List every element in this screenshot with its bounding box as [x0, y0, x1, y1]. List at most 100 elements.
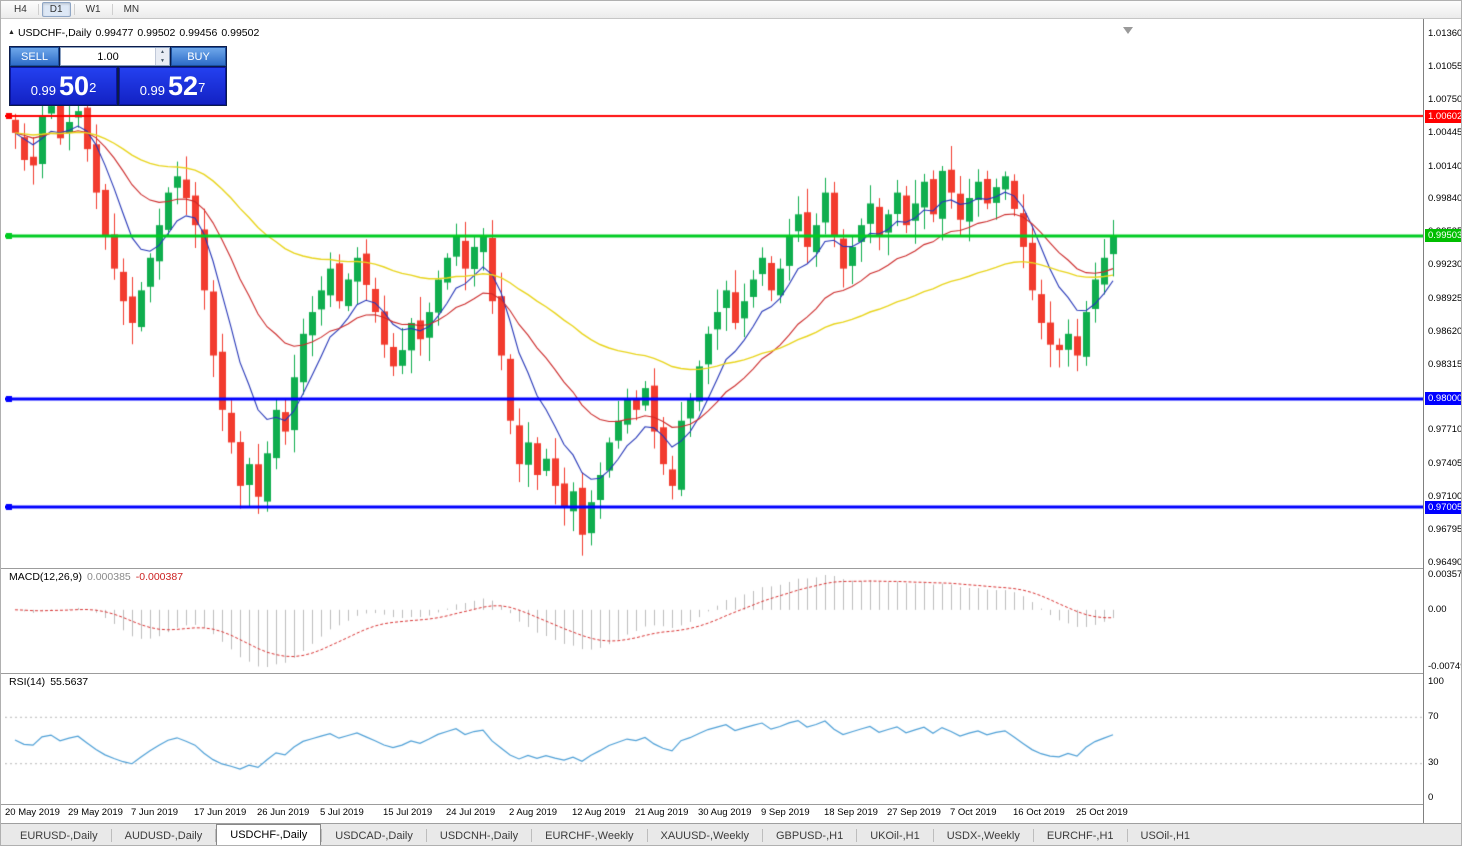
lot-decrease-button[interactable]: ▼ — [156, 56, 169, 65]
price-line-badge[interactable]: 0.97005 — [1425, 500, 1461, 514]
timeframe-button-d1[interactable]: D1 — [41, 2, 71, 17]
date-axis-label: 27 Sep 2019 — [887, 807, 941, 818]
price-axis-tick: 1.00750 — [1428, 94, 1462, 106]
bid-price-button[interactable]: 0.99 50 2 — [10, 67, 117, 105]
timeframe-toolbar: H4 D1 W1 MN — [1, 1, 1461, 19]
price-axis-tick: 0.97710 — [1428, 424, 1462, 436]
price-axis-tick: 0.98620 — [1428, 325, 1462, 337]
toolbar-separator — [37, 4, 39, 15]
timeframe-button-mn[interactable]: MN — [123, 4, 140, 15]
buy-button[interactable]: BUY — [171, 47, 226, 66]
price-axis-tick: 1.00140 — [1428, 160, 1462, 172]
tab-separator — [932, 829, 934, 842]
price-axis-tick: 0.98315 — [1428, 358, 1462, 370]
toolbar-separator — [111, 4, 113, 15]
price-axis-tick: 1.00445 — [1428, 127, 1462, 139]
chart-shift-marker-icon[interactable] — [1123, 27, 1133, 34]
date-axis-label: 18 Sep 2019 — [824, 807, 878, 818]
price-axis-tick: 0.97405 — [1428, 457, 1462, 469]
price-axis-tick: 0.96490 — [1428, 557, 1462, 568]
rsi-axis-label: 100 — [1428, 676, 1444, 687]
chart-tab-ukoil-h1[interactable]: UKOil-,H1 — [870, 830, 920, 842]
chart-tab-usdx-weekly[interactable]: USDX-,Weekly — [946, 830, 1020, 842]
ask-price-button[interactable]: 0.99 52 7 — [119, 67, 226, 105]
one-click-trading-panel: SELL ▲ ▼ BUY 0.99 50 2 0.99 52 7 — [9, 46, 227, 106]
price-axis-tick: 1.01360 — [1428, 28, 1462, 39]
main-chart-canvas[interactable] — [5, 25, 1423, 568]
rsi-pane-canvas[interactable] — [5, 674, 1423, 804]
timeframe-button-h4[interactable]: H4 — [14, 4, 27, 15]
tab-separator — [425, 829, 427, 842]
date-axis-label: 2 Aug 2019 — [509, 807, 558, 818]
chart-tab-eurchf-h1[interactable]: EURCHF-,H1 — [1046, 830, 1114, 842]
date-axis-label: 20 May 2019 — [5, 807, 60, 818]
chart-tab-usdchf-daily[interactable]: USDCHF-,Daily — [216, 824, 322, 845]
price-axis-tick: 0.96795 — [1428, 523, 1462, 535]
macd-axis-label: 0.00 — [1428, 603, 1447, 615]
bid-prefix: 0.99 — [30, 82, 57, 98]
macd-axis-label: -0.00749 — [1428, 661, 1462, 672]
price-axis[interactable]: 1.01360 1.01055 1.00750 1.00445 1.00140 0.998… — [1423, 19, 1462, 823]
sell-button[interactable]: SELL — [10, 47, 59, 66]
tab-separator — [531, 829, 533, 842]
price-axis-tick: 0.98925 — [1428, 292, 1462, 304]
chart-tab-eurusd-daily[interactable]: EURUSD-,Daily — [20, 830, 98, 842]
rsi-axis-label: 30 — [1428, 757, 1439, 769]
date-axis-separator — [1, 804, 1461, 805]
lot-size-field: ▲ ▼ — [60, 47, 170, 66]
price-axis-tick: 0.99230 — [1428, 259, 1462, 271]
chart-tab-bar: EURUSD-,Daily AUDUSD-,Daily USDCHF-,Daily U… — [1, 823, 1461, 845]
bid-pipette: 2 — [89, 79, 97, 95]
ask-big-digits: 52 — [168, 71, 199, 101]
price-axis-tick: 1.01055 — [1428, 61, 1462, 73]
date-axis-label: 5 Jul 2019 — [320, 807, 364, 818]
tab-separator — [1032, 829, 1034, 842]
date-axis-label: 17 Jun 2019 — [194, 807, 247, 818]
date-axis-label: 16 Oct 2019 — [1013, 807, 1065, 818]
price-axis-tick: 0.99840 — [1428, 193, 1462, 205]
date-axis-label: 21 Aug 2019 — [635, 807, 689, 818]
lot-size-input[interactable] — [61, 48, 155, 65]
chart-tab-audusd-daily[interactable]: AUDUSD-,Daily — [124, 830, 203, 842]
tab-separator — [761, 829, 763, 842]
tab-separator — [321, 829, 323, 842]
price-line-badge[interactable]: 0.98000 — [1425, 392, 1461, 406]
lot-spinner: ▲ ▼ — [155, 48, 169, 65]
timeframe-button-w1[interactable]: W1 — [85, 4, 101, 15]
tab-separator — [110, 829, 112, 842]
chart-tab-usdcnh-daily[interactable]: USDCNH-,Daily — [439, 830, 519, 842]
date-axis-label: 12 Aug 2019 — [572, 807, 626, 818]
macd-pane-canvas[interactable] — [5, 569, 1423, 673]
chart-tab-usdcad-daily[interactable]: USDCAD-,Daily — [335, 830, 413, 842]
lot-increase-button[interactable]: ▲ — [156, 48, 169, 57]
chart-tab-usoil-h1[interactable]: USOil-,H1 — [1140, 830, 1191, 842]
date-axis-label: 15 Jul 2019 — [383, 807, 433, 818]
toolbar-separator — [73, 4, 75, 15]
price-axis-tick: 0.97100 — [1428, 490, 1462, 502]
tab-separator — [646, 829, 648, 842]
date-axis-label: 9 Sep 2019 — [761, 807, 810, 818]
tab-separator — [856, 829, 858, 842]
chart-tab-eurchf-weekly[interactable]: EURCHF-,Weekly — [545, 830, 634, 842]
date-axis-label: 25 Oct 2019 — [1076, 807, 1128, 818]
date-axis-label: 24 Jul 2019 — [446, 807, 496, 818]
date-axis-label: 7 Oct 2019 — [950, 807, 997, 818]
rsi-axis-label: 70 — [1428, 710, 1439, 722]
date-axis-label: 26 Jun 2019 — [257, 807, 310, 818]
tab-separator — [1126, 829, 1128, 842]
macd-axis-label: 0.003574 — [1428, 569, 1462, 580]
price-line-badge[interactable]: 0.99503 — [1425, 229, 1461, 243]
bid-big-digits: 50 — [59, 71, 90, 101]
chart-tab-xauusd-weekly[interactable]: XAUUSD-,Weekly — [660, 830, 749, 842]
macd-pane-separator[interactable] — [1, 568, 1461, 569]
date-axis-label: 7 Jun 2019 — [131, 807, 179, 818]
rsi-pane-separator[interactable] — [1, 673, 1461, 674]
ask-prefix: 0.99 — [139, 82, 166, 98]
tab-separator — [215, 829, 217, 842]
date-axis-label: 29 May 2019 — [68, 807, 123, 818]
date-axis-label: 30 Aug 2019 — [698, 807, 752, 818]
price-line-badge[interactable]: 1.00602 — [1425, 109, 1461, 123]
chart-tab-gbpusd-h1[interactable]: GBPUSD-,H1 — [775, 830, 844, 842]
ask-pipette: 7 — [198, 79, 206, 95]
